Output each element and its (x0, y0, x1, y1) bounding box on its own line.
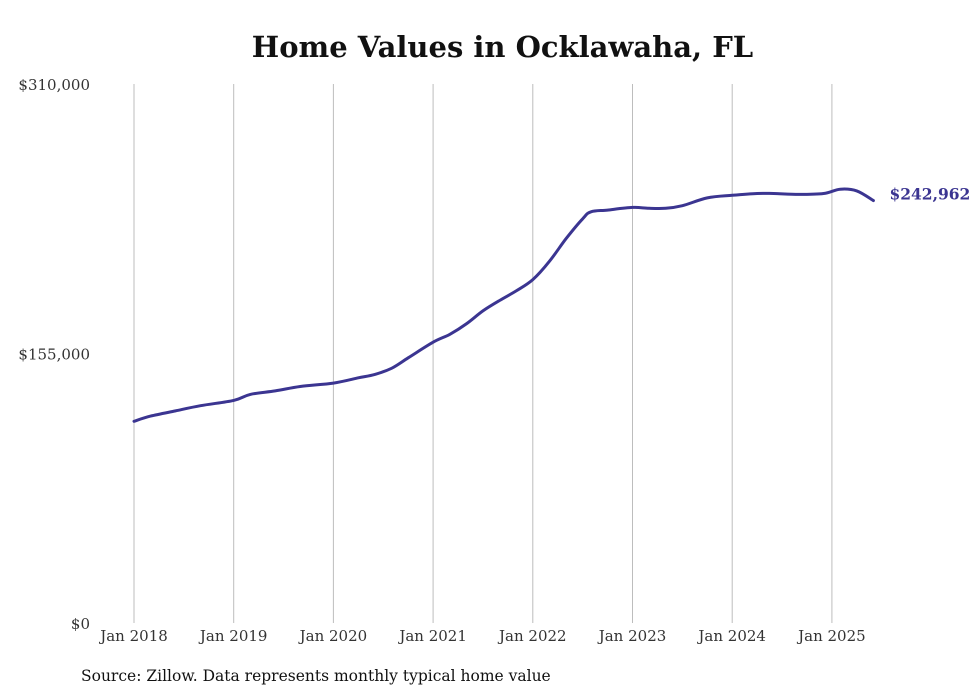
y-axis-tick-labels: $0 $155,000 $310,000 (18, 76, 90, 633)
x-axis-tick-labels: Jan 2018 Jan 2019 Jan 2020 Jan 2021 Jan 2022… (98, 627, 865, 645)
x-tick-label: Jan 2020 (298, 627, 368, 645)
x-tick-label: Jan 2025 (796, 627, 866, 645)
y-tick-label: $155,000 (18, 346, 90, 364)
grid-lines (133, 84, 833, 623)
y-tick-label: $310,000 (18, 76, 90, 94)
end-value-label: $242,962 (889, 185, 970, 204)
series-line (132, 187, 875, 423)
x-tick-label: Jan 2022 (497, 627, 567, 645)
series-group (132, 187, 875, 423)
y-tick-label: $0 (71, 615, 90, 633)
x-tick-label: Jan 2019 (198, 627, 268, 645)
source-note: Source: Zillow. Data represents monthly … (81, 667, 551, 685)
x-tick-label: Jan 2024 (696, 627, 766, 645)
x-tick-label: Jan 2023 (597, 627, 667, 645)
chart-title: Home Values in Ocklawaha, FL (251, 30, 754, 64)
x-tick-label: Jan 2021 (397, 627, 467, 645)
x-tick-label: Jan 2018 (98, 627, 168, 645)
